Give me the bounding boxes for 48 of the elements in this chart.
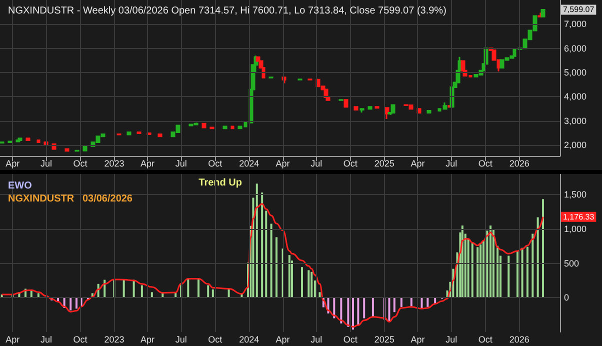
x-tick-label: Jul bbox=[310, 334, 322, 344]
y-tick-label: 500 bbox=[564, 258, 580, 268]
y-tick-label: 1,000 bbox=[564, 224, 587, 234]
annotation: 7,599.07 bbox=[563, 5, 595, 14]
x-tick-label: Jul bbox=[310, 158, 322, 168]
y-tick-label: 6,000 bbox=[564, 43, 587, 54]
x-tick-label: Jul bbox=[446, 334, 458, 344]
x-tick-label: 2025 bbox=[374, 158, 394, 168]
y-tick-label: 5,000 bbox=[564, 68, 587, 78]
y-tick-label: 3,000 bbox=[564, 116, 587, 126]
x-tick-label: Apr bbox=[140, 158, 154, 168]
x-tick-label: Apr bbox=[410, 334, 425, 344]
x-tick-label: Apr bbox=[276, 334, 290, 344]
x-tick-label: Oct bbox=[478, 334, 493, 344]
x-tick-label: 2024 bbox=[239, 334, 260, 344]
text: NGXINDUSTR - Weekly 03/06/2026 Open 7314.57, Hi 7600.71, Lo 7313.84, Close 7599.07 (3.9%) bbox=[8, 6, 446, 16]
x-tick-label: Apr bbox=[6, 158, 20, 168]
annotation: 1,176.33 bbox=[563, 212, 595, 222]
x-tick-label: Jul bbox=[175, 334, 187, 344]
x-tick-label: Apr bbox=[140, 334, 154, 344]
x-tick-label: Jul bbox=[175, 158, 187, 168]
y-tick-label: 2,000 bbox=[564, 140, 587, 150]
x-tick-label: Oct bbox=[343, 334, 358, 344]
x-tick-label: 2025 bbox=[374, 334, 394, 344]
x-tick-label: 2023 bbox=[104, 158, 124, 168]
x-tick-label: 2023 bbox=[104, 334, 124, 344]
x-tick-label: Jul bbox=[40, 158, 52, 168]
x-tick-label: 2026 bbox=[509, 158, 530, 168]
x-tick-label: 2026 bbox=[509, 334, 530, 344]
x-tick-label: Oct bbox=[73, 334, 88, 344]
x-tick-label: Jul bbox=[40, 334, 52, 344]
y-tick-label: 0 bbox=[564, 292, 570, 303]
x-tick-label: Oct bbox=[208, 334, 223, 344]
x-tick-label: Apr bbox=[276, 158, 290, 168]
text: NGXINDUSTR 03/06/2026 bbox=[8, 194, 133, 204]
x-tick-label: Apr bbox=[410, 158, 425, 168]
text: EWO bbox=[8, 180, 32, 192]
x-tick-label: Oct bbox=[478, 158, 493, 168]
x-tick-label: Oct bbox=[343, 158, 358, 168]
y-tick-label: 4,000 bbox=[564, 92, 587, 102]
y-tick-label: 1,500 bbox=[564, 190, 587, 200]
x-tick-label: Jul bbox=[446, 158, 458, 168]
annotation: Trend Up bbox=[198, 178, 242, 188]
x-tick-label: Oct bbox=[73, 158, 88, 168]
x-tick-label: Oct bbox=[208, 158, 223, 168]
x-tick-label: 2024 bbox=[239, 158, 260, 168]
y-tick-label: 7,000 bbox=[564, 19, 587, 30]
x-tick-label: Apr bbox=[6, 334, 20, 344]
